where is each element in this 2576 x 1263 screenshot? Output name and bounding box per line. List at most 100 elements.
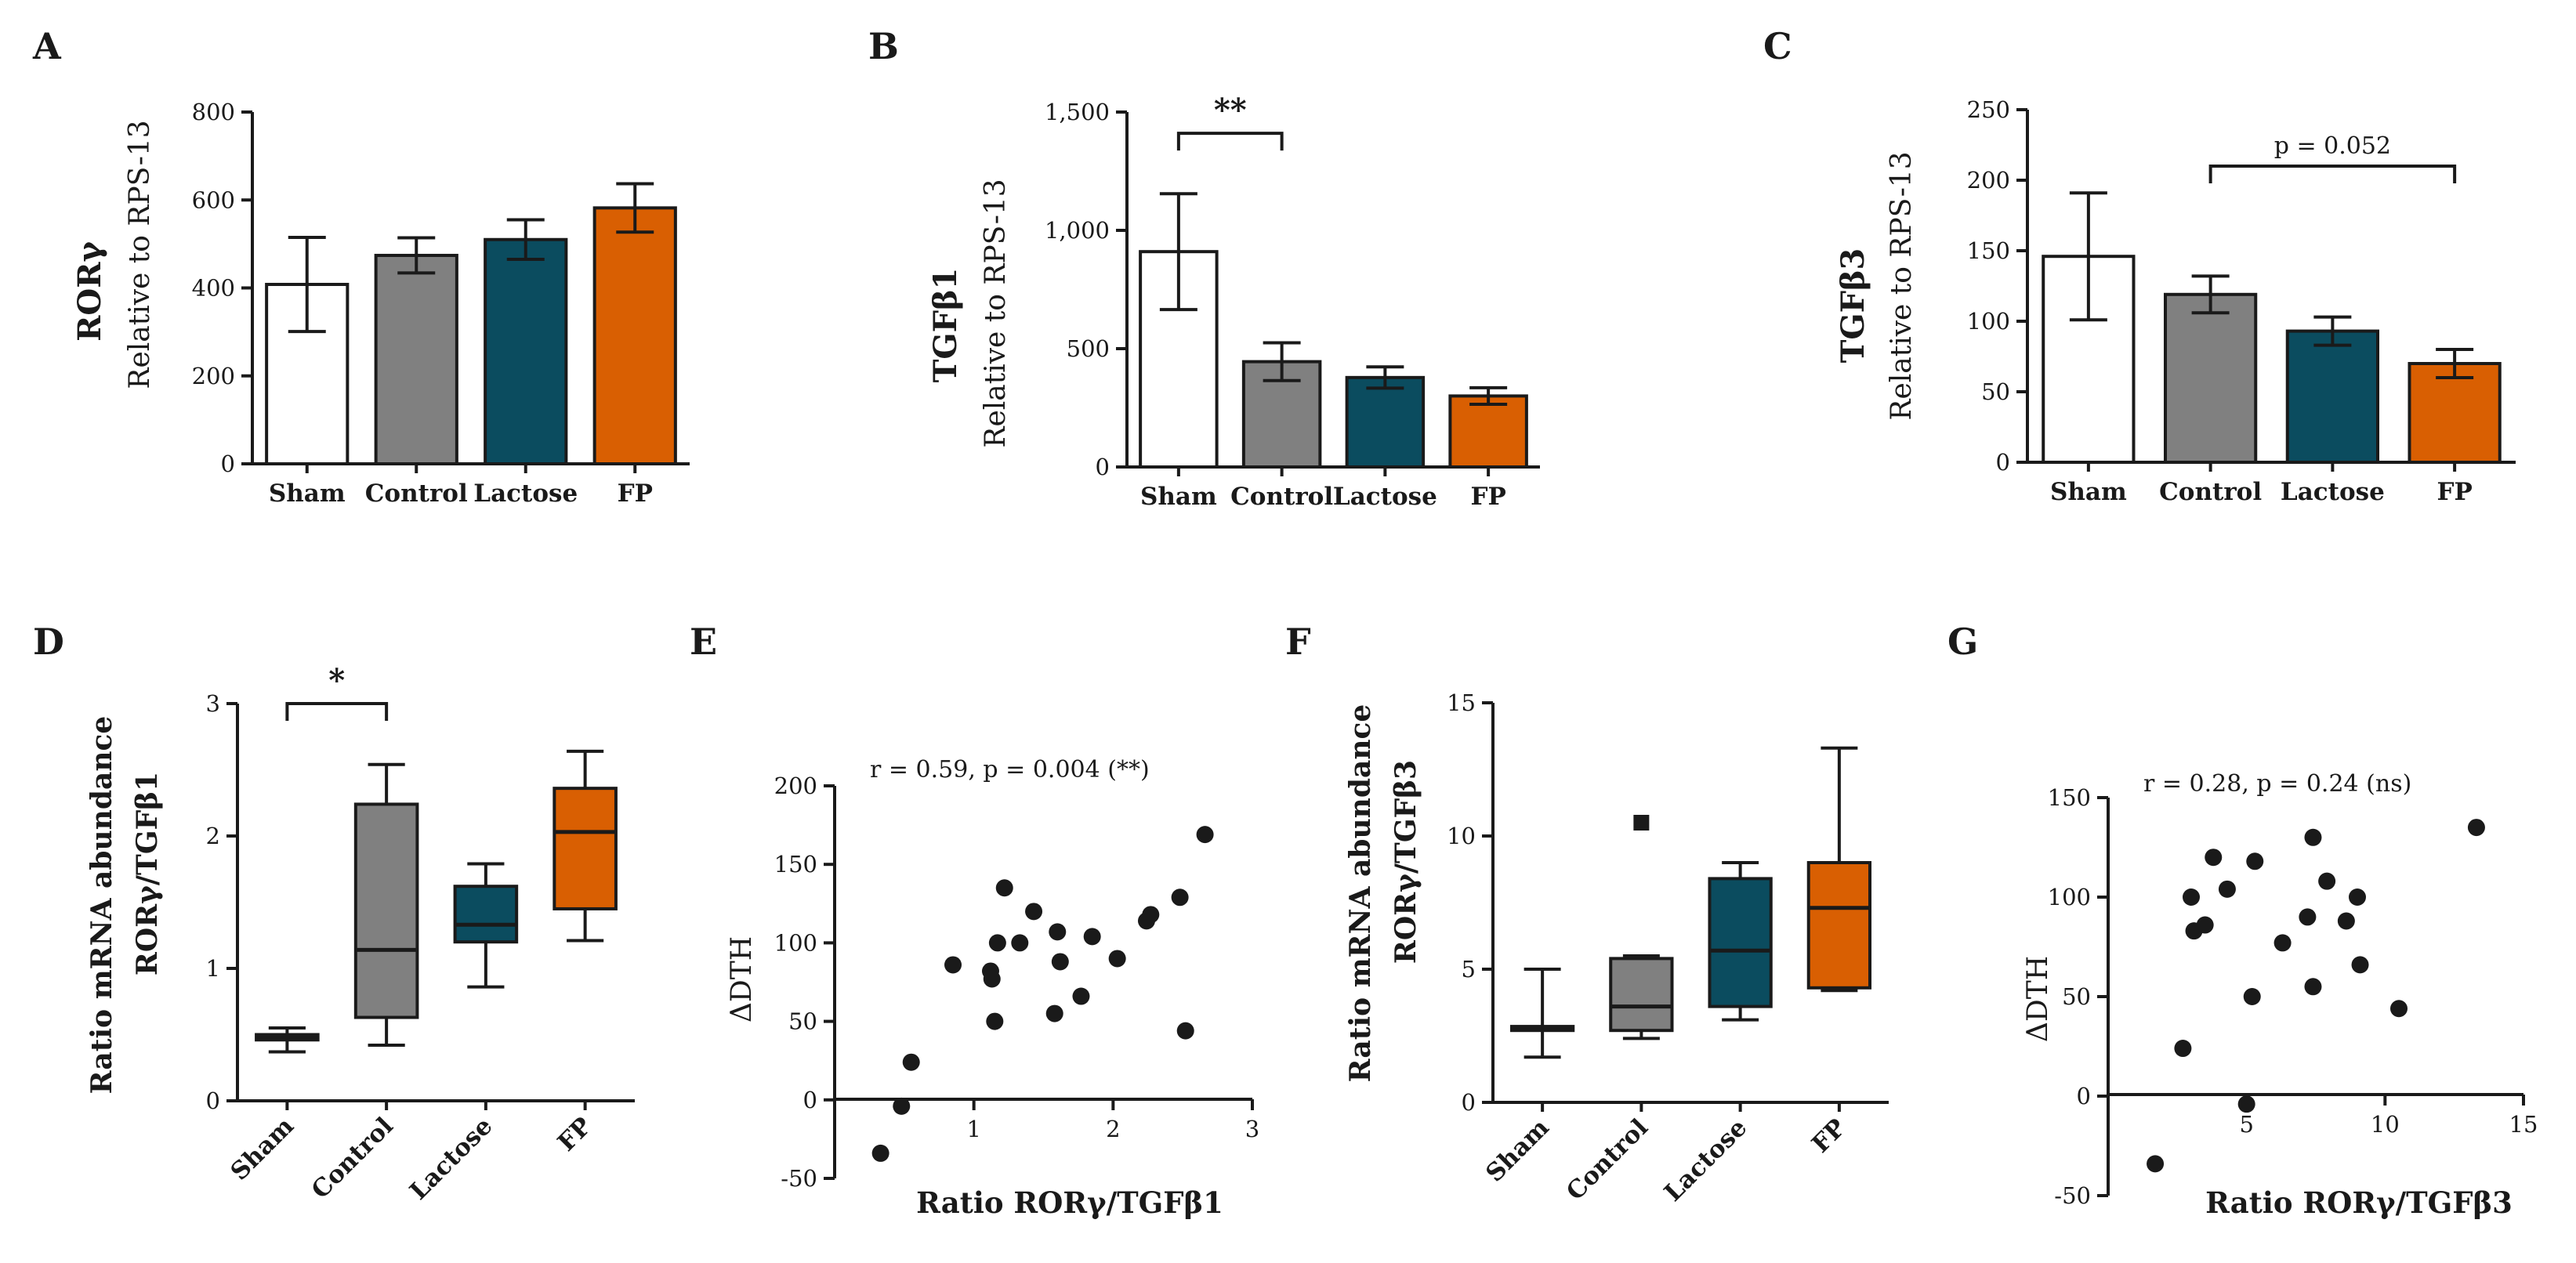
panel-c-ytick-label: 100 <box>1967 308 2010 335</box>
panel-g-ytick-label: -50 <box>2054 1182 2091 1209</box>
panel-f-ytick-label: 15 <box>1447 689 1476 716</box>
panel-d-box-fp <box>553 787 618 910</box>
panel-d-ylabel-line1: Ratio mRNA abundance <box>85 716 118 1095</box>
panel-e-ytick-label: 0 <box>803 1087 817 1113</box>
panel-c-ytick-label: 150 <box>1967 237 2010 264</box>
panel-d-plot: 0 1 2 3 Sham Control Lactose FP * <box>206 662 635 1206</box>
panel-c-ytick-label: 200 <box>1967 167 2010 194</box>
panel-e-xlabel: Ratio RORγ/TGFβ1 <box>916 1185 1223 1220</box>
panel-d-ytick-label: 0 <box>206 1087 220 1114</box>
panel-g-data-point <box>2243 988 2261 1005</box>
panel-f-ylabel-line2: RORγ/TGFβ3 <box>1389 760 1422 964</box>
panel-c-category-label: Lactose <box>2281 478 2385 506</box>
panel-d: D Ratio mRNA abundance RORγ/TGFβ1 0 1 2 3 Sh… <box>33 621 635 1206</box>
panel-e-plot: -50 0 50 100 150 200 1 2 3 <box>774 773 1260 1192</box>
panel-c-ytick-label: 50 <box>1981 378 2010 405</box>
panel-b-significance-label: ** <box>1214 92 1247 128</box>
panel-a-bar-fp <box>592 206 677 465</box>
panel-e-ytick-label: -50 <box>781 1165 817 1192</box>
panel-b-bar-fp <box>1448 394 1528 469</box>
panel-f-box-lactose <box>1708 877 1773 1008</box>
panel-e-xtick-label: 1 <box>966 1116 980 1142</box>
panel-g-data-point <box>2304 828 2322 846</box>
panel-f-box-fp <box>1806 861 1872 990</box>
panel-e-data-point <box>893 1097 911 1115</box>
panel-f-outlier-point <box>1633 815 1650 831</box>
panel-d-category-label: Lactose <box>404 1112 498 1205</box>
panel-g-data-point <box>2304 978 2322 996</box>
panel-a-category-label: FP <box>618 480 653 508</box>
panel-e-xtick-label: 3 <box>1245 1116 1259 1142</box>
panel-d-ytick-label: 2 <box>206 823 220 849</box>
panel-g-ylabel: ΔDTH <box>2022 956 2054 1042</box>
panel-label-e: E <box>690 621 717 663</box>
panel-g-xtick-label: 15 <box>2509 1111 2538 1138</box>
panel-c-significance-label: p = 0.052 <box>2274 132 2391 160</box>
panel-e-data-point <box>1108 950 1126 968</box>
panel-g-xlabel: Ratio RORγ/TGFβ3 <box>2205 1185 2513 1220</box>
panel-b-ytick-label: 1,500 <box>1045 99 1110 125</box>
panel-f-box-control <box>1609 957 1674 1033</box>
panel-a-ylabel-sub: Relative to RPS-13 <box>124 120 156 389</box>
panel-g-xtick-label: 5 <box>2239 1111 2253 1138</box>
panel-b-ylabel-main: TGFβ1 <box>927 268 964 383</box>
panel-d-box-lactose <box>453 885 519 944</box>
panel-e-data-point <box>1083 928 1101 946</box>
panel-e-data-point <box>1142 906 1160 924</box>
panel-g-data-point <box>2299 908 2317 926</box>
panel-g-data-point <box>2390 1000 2408 1018</box>
panel-e-data-point <box>1045 1004 1063 1022</box>
panel-g-ytick-label: 0 <box>2077 1083 2091 1109</box>
panel-d-category-label: FP <box>553 1112 598 1157</box>
panel-g-ytick-label: 150 <box>2048 784 2091 811</box>
panel-c-ylabel-sub: Relative to RPS-13 <box>1886 151 1918 420</box>
panel-g-data-point <box>2351 956 2369 974</box>
panel-e-data-point <box>986 1012 1004 1030</box>
panel-g-data-point <box>2273 934 2292 952</box>
panel-f-category-label: FP <box>1806 1113 1852 1159</box>
panel-d-category-label: Sham <box>225 1112 299 1186</box>
panel-b-plot: 0 500 1,000 1,500 Sham Control Lactose FP ** <box>1045 92 1540 511</box>
panel-g-data-point <box>2318 872 2336 890</box>
panel-b-ylabel-sub: Relative to RPS-13 <box>980 179 1012 447</box>
panel-c-category-label: Sham <box>2050 478 2127 506</box>
panel-f-ylabel-line1: Ratio mRNA abundance <box>1344 704 1377 1083</box>
panel-c-bar-lactose <box>2285 329 2380 464</box>
panel-e-data-point <box>983 970 1001 988</box>
panel-e: E ΔDTH Ratio RORγ/TGFβ1 r = 0.59, p = 0.… <box>690 621 1259 1220</box>
panel-g-plot: -50 0 50 100 150 5 10 15 <box>2048 784 2538 1209</box>
panel-e-data-point <box>944 956 962 974</box>
panel-a-ytick-label: 400 <box>192 275 235 302</box>
panel-e-data-point <box>1072 987 1090 1005</box>
panel-label-f: F <box>1285 621 1311 663</box>
panel-a-category-label: Lactose <box>473 480 578 508</box>
panel-e-ytick-label: 150 <box>774 851 817 878</box>
panel-b-significance-bracket <box>1176 132 1284 151</box>
panel-e-data-point <box>871 1144 889 1162</box>
panel-g-data-point <box>2196 916 2214 934</box>
panel-e-ytick-label: 50 <box>788 1008 817 1035</box>
panel-b: B TGFβ1 Relative to RPS-13 0 500 1,000 1,50… <box>868 25 1540 511</box>
panel-e-ylabel: ΔDTH <box>726 936 758 1022</box>
panel-label-c: C <box>1763 25 1792 67</box>
panel-g-ytick-label: 50 <box>2062 983 2091 1010</box>
panel-a-ylabel-main: RORγ <box>71 241 108 342</box>
panel-e-data-point <box>1011 934 1029 952</box>
panel-c: C TGFβ3 Relative to RPS-13 0 50 100 150 200 2… <box>1763 25 2516 506</box>
panel-g-xtick-label: 10 <box>2371 1111 2400 1138</box>
panel-g-data-point <box>2183 888 2200 906</box>
panel-b-bar-lactose <box>1345 375 1426 469</box>
panel-d-ylabel-line2: RORγ/TGFβ1 <box>131 772 164 975</box>
panel-e-data-point <box>995 879 1013 897</box>
panel-a-bar-control <box>374 253 458 465</box>
panel-a-category-label: Control <box>365 480 468 508</box>
panel-f-ytick-label: 10 <box>1447 823 1476 849</box>
panel-a-ytick-label: 200 <box>192 363 235 389</box>
panel-f-ytick-label: 5 <box>1462 956 1476 983</box>
panel-e-ytick-label: 100 <box>774 929 817 956</box>
panel-f-ytick-label: 0 <box>1462 1089 1476 1116</box>
panel-a-plot: 0 200 400 600 800 Sham Control Lactose FP <box>192 99 690 508</box>
panel-g-data-point <box>2467 819 2485 837</box>
panel-b-category-label: Sham <box>1140 483 1217 511</box>
